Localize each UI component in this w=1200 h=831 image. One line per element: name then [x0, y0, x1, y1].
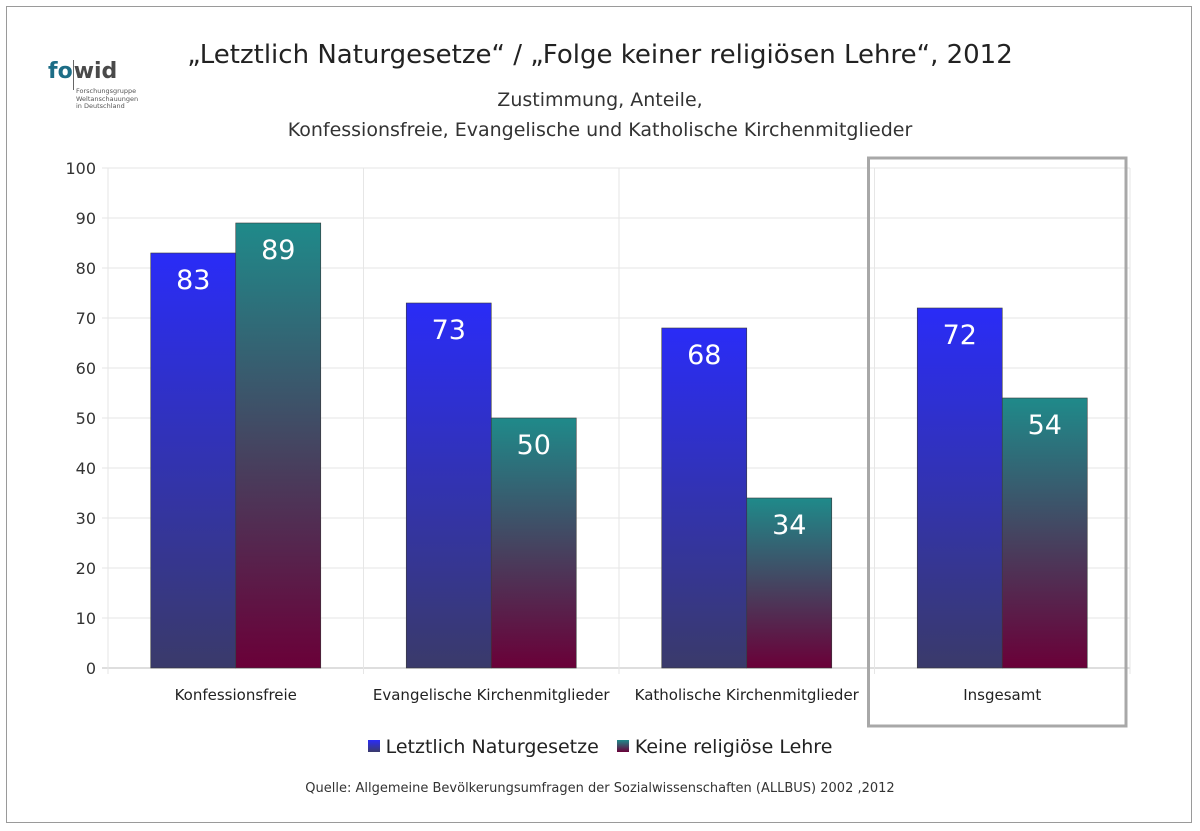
legend-swatch — [367, 740, 380, 752]
data-label: 68 — [687, 340, 721, 371]
data-label: 34 — [772, 510, 806, 541]
data-label: 89 — [261, 235, 295, 266]
bar — [490, 417, 577, 669]
x-tick-label: Katholische Kirchenmitglieder — [635, 686, 860, 704]
y-tick-label: 90 — [76, 209, 96, 228]
data-label: 73 — [432, 315, 466, 346]
legend-label: Keine religiöse Lehre — [634, 736, 833, 758]
legend-swatch — [616, 740, 629, 752]
legend-item: Keine religiöse Lehre — [616, 736, 833, 758]
chart-subtitle: Zustimmung, Anteile, — [497, 89, 703, 111]
logo-tagline-line: Weltanschauungen — [76, 94, 139, 103]
legend-item: Letztlich Naturgesetze — [367, 736, 599, 758]
y-tick-label: 70 — [76, 309, 96, 328]
data-label: 83 — [176, 265, 210, 296]
data-label: 54 — [1028, 410, 1062, 441]
y-tick-label: 50 — [76, 409, 96, 428]
bar — [235, 222, 322, 669]
data-label: 50 — [517, 430, 551, 461]
logo-tagline-line: Forschungsgruppe — [76, 87, 137, 95]
logo-fo: fo — [48, 59, 73, 84]
y-tick-label: 20 — [76, 559, 96, 578]
bar — [916, 307, 1003, 669]
legend-label: Letztlich Naturgesetze — [385, 736, 599, 758]
legend: Letztlich Naturgesetze Keine religiöse L… — [0, 736, 1200, 758]
x-tick-label: Insgesamt — [963, 686, 1041, 704]
data-label: 72 — [943, 320, 977, 351]
x-tick-label: Evangelische Kirchenmitglieder — [373, 686, 611, 704]
chart-subtitle: Konfessionsfreie, Evangelische und Katho… — [287, 119, 913, 141]
y-tick-label: 60 — [76, 359, 96, 378]
logo-tagline-line: in Deutschland — [76, 102, 125, 110]
chart-title: „Letztlich Naturgesetze“ / „Folge keiner… — [187, 40, 1013, 70]
bar — [405, 302, 492, 669]
highlight-box — [867, 156, 1128, 728]
y-tick-label: 80 — [76, 259, 96, 278]
bar — [746, 497, 833, 669]
y-tick-label: 100 — [65, 159, 96, 178]
x-tick-label: Konfessionsfreie — [175, 686, 297, 704]
logo-wid: wid — [73, 59, 118, 84]
bar — [661, 327, 748, 669]
y-tick-label: 10 — [76, 609, 96, 628]
bar — [1001, 397, 1088, 669]
logo-tagline: Forschungsgruppe Weltanschauungen in Deu… — [76, 87, 139, 111]
fowid-logo: fowid Forschungsgruppe Weltanschauungen … — [48, 60, 158, 120]
y-tick-label: 0 — [86, 659, 96, 678]
logo-divider — [72, 60, 74, 90]
y-tick-label: 40 — [76, 459, 96, 478]
y-tick-label: 30 — [76, 509, 96, 528]
bar — [150, 252, 237, 669]
source-note: Quelle: Allgemeine Bevölkerungsumfragen … — [305, 781, 895, 796]
